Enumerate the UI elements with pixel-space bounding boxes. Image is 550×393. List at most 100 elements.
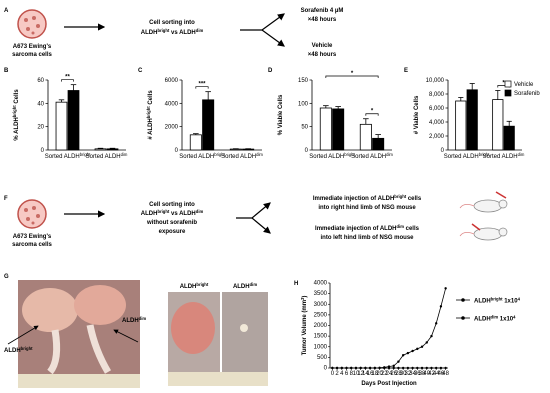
text-run: bright	[344, 152, 355, 157]
arrow	[240, 13, 285, 31]
text-run: bright	[491, 296, 503, 301]
y-tick-label: 4,000	[429, 120, 445, 126]
data-point	[383, 366, 386, 370]
text-run: vs ALDH	[169, 30, 195, 36]
text-run: dim	[256, 152, 263, 157]
x-tick-label: 6	[345, 371, 349, 377]
bar	[372, 137, 385, 151]
y-tick-label: 0	[41, 148, 45, 154]
tumor	[171, 302, 215, 354]
bar	[189, 134, 202, 151]
text-run: dim	[250, 282, 258, 287]
text-run: ×48 hours	[308, 17, 337, 23]
legend-swatch	[504, 80, 512, 88]
photo-label: ALDHbright	[180, 282, 209, 291]
x-tick-label: 46	[438, 371, 445, 377]
text-run: 3	[300, 297, 305, 300]
x-tick-label: 42	[428, 371, 435, 377]
cell-line: sarcoma cells	[12, 52, 52, 58]
error-bar	[205, 91, 211, 100]
text-run: A	[4, 8, 9, 14]
cells	[24, 16, 40, 35]
error-bar	[193, 133, 199, 135]
bar	[492, 99, 504, 151]
x-tick-label: 48	[442, 371, 449, 377]
treatment: Sorafenib 4 µM	[301, 8, 344, 14]
bar	[455, 100, 467, 151]
text-run: bright	[214, 152, 225, 157]
photo-right	[168, 292, 268, 386]
treatment: Vehicle	[312, 43, 333, 49]
significance-label: *	[351, 71, 354, 77]
panel-letter: B	[4, 68, 9, 74]
y-tick-label: 3500	[314, 291, 328, 297]
data-point	[435, 322, 438, 325]
legend-swatch	[504, 89, 512, 97]
x-tick-label: 36	[414, 371, 421, 377]
data-point	[387, 366, 391, 370]
text-run: sarcoma cells	[12, 242, 52, 248]
x-tick-label: 28	[395, 371, 402, 377]
data-point	[373, 366, 377, 370]
data-point	[397, 360, 400, 363]
series-line	[332, 288, 447, 369]
text-run: # Viable Cells	[414, 95, 420, 134]
text-run: # ALDH	[148, 118, 154, 139]
dish	[17, 199, 47, 229]
text-run: 1x10	[503, 299, 519, 305]
y-tick-label: 6000	[165, 78, 179, 84]
text-run: A673 Ewing's	[13, 234, 52, 240]
text-run: Sorted ALDH	[221, 154, 256, 160]
x-tick-label: 14	[362, 371, 369, 377]
y-axis-label: Tumor Volume (mm3)	[300, 296, 309, 356]
injection-text: Immediate injection of ALDHdim cells	[315, 224, 420, 233]
data-point	[364, 366, 367, 370]
text-run: E	[404, 68, 408, 74]
data-point	[335, 366, 339, 370]
y-tick-label: 2000	[314, 323, 328, 329]
data-point	[420, 366, 424, 370]
treatment: ×48 hours	[308, 52, 337, 58]
panel-f-graphics	[17, 191, 508, 241]
significance-bracket	[365, 113, 379, 116]
panel-letter: G	[4, 274, 9, 280]
panel-a-graphics	[17, 9, 285, 47]
legend-label: ALDHdim 1x104	[474, 314, 516, 323]
y-tick-label: 4000	[165, 101, 179, 107]
y-tick-label: 1500	[314, 334, 328, 340]
text-run: bright	[12, 105, 17, 117]
error-bar	[58, 99, 65, 103]
text-run: % Viable Cells	[278, 94, 284, 135]
x-tick-label: Sorted ALDHdim	[483, 152, 525, 161]
x-tick-label: 8	[350, 371, 354, 377]
y-tick-label: 0	[305, 148, 309, 154]
panel-letter: A	[4, 8, 9, 14]
y-tick-label: 8,000	[429, 92, 445, 98]
bar	[242, 148, 255, 151]
text-run: dim	[518, 152, 525, 157]
data-point	[425, 341, 428, 344]
data-point	[354, 366, 358, 370]
text-run: dim	[196, 28, 204, 33]
sorting-text: ALDHbright vs ALDHdim	[141, 209, 204, 218]
legend-label: Sorafenib	[514, 91, 540, 97]
text-run: sarcoma cells	[12, 52, 52, 58]
text-run: Sorafenib 4 µM	[301, 8, 344, 14]
sorting-text: ALDHbright vs ALDHdim	[141, 28, 204, 37]
text-run: Sorted ALDH	[351, 154, 386, 160]
data-point	[425, 366, 428, 370]
x-tick-label: Sorted ALDHdim	[86, 152, 128, 161]
x-tick-label: Sorted ALDHbright	[45, 152, 91, 161]
error-bar	[323, 105, 329, 108]
significance-bracket	[195, 86, 209, 89]
x-tick-label: 10	[353, 371, 360, 377]
panel-letter: F	[4, 196, 8, 202]
text-run: bright	[146, 106, 151, 118]
y-axis-label: % Viable Cells	[278, 94, 284, 135]
panel-letter: H	[294, 281, 298, 287]
arrow	[236, 202, 271, 219]
injection-text: Immediate injection of ALDHbright cells	[313, 194, 422, 203]
mouse-icon	[459, 223, 508, 241]
arrow	[251, 217, 271, 234]
